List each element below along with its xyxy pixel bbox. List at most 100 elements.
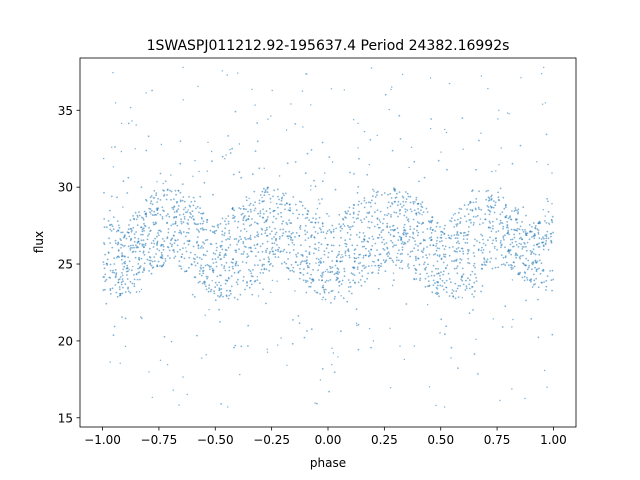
data-point [211,150,213,153]
data-point [413,160,416,163]
data-point [462,250,464,253]
data-point [234,220,236,223]
data-point [116,257,118,259]
data-point [411,250,414,253]
data-point [444,333,446,336]
data-point [179,231,182,234]
data-point [518,232,521,235]
data-point [140,186,143,189]
data-point [475,280,478,282]
data-point [291,239,294,242]
data-point [196,236,199,239]
data-point [292,232,294,234]
data-point [317,249,320,252]
data-point [159,265,161,267]
data-point [545,133,548,136]
data-point [238,239,240,242]
data-point [172,208,175,211]
data-point [213,225,216,228]
data-point [309,277,311,280]
data-point [522,231,525,233]
data-point [529,249,532,252]
data-point [395,264,397,266]
data-point [151,203,154,206]
data-point [346,212,348,215]
data-point [306,256,308,258]
data-point [164,260,167,262]
data-point [180,218,183,221]
data-point [537,286,540,289]
data-point [206,263,209,266]
data-point [535,270,538,273]
data-point [292,319,294,321]
data-point [176,210,178,213]
data-point [392,245,394,248]
data-point [144,244,147,247]
data-point [225,238,228,241]
data-point [502,235,505,238]
data-point [237,270,240,273]
data-point [266,228,268,231]
data-point [218,296,221,298]
y-tick-label: 35 [58,104,73,118]
data-point [265,249,267,252]
data-point [514,207,517,209]
data-point [451,292,453,295]
data-point [319,293,321,295]
data-point [399,253,402,256]
data-point [247,255,250,257]
data-point [202,228,204,231]
data-point [385,242,388,244]
data-point [320,243,323,246]
data-point [387,231,390,234]
data-point [196,240,199,243]
data-point [454,237,457,240]
data-point [200,245,203,248]
data-point [174,239,177,242]
data-point [358,272,361,274]
data-point [122,268,124,271]
data-point [141,230,144,233]
data-point [531,263,534,266]
data-point [275,231,278,234]
data-point [273,189,275,192]
data-point [321,286,324,289]
data-point [505,206,507,209]
data-point [204,239,207,242]
data-point [530,230,533,233]
data-point [447,272,450,275]
data-point [423,261,426,264]
data-point [340,256,342,259]
data-point [210,288,213,291]
data-point [181,199,184,202]
data-point [525,299,527,302]
data-point [199,270,201,272]
data-point [112,269,114,272]
x-tick-label: 0.25 [371,433,398,447]
data-point [313,226,315,229]
data-point [428,221,431,224]
data-point [467,233,469,236]
data-point [340,330,342,333]
data-point [201,282,204,285]
data-point [182,221,185,224]
data-point [425,207,428,210]
data-point [131,229,133,232]
data-point [248,204,251,207]
data-point [249,246,252,249]
data-point [506,112,509,114]
data-point [396,256,398,259]
data-point [233,209,236,212]
data-point [534,225,537,227]
data-point [112,166,115,168]
data-point [331,224,334,227]
data-point [381,229,383,232]
data-point [461,279,464,282]
data-point [205,275,208,278]
data-point [364,254,367,257]
data-point [276,280,278,282]
data-point [357,213,360,216]
data-point [389,387,392,389]
data-point [240,213,243,216]
data-point [500,240,502,242]
